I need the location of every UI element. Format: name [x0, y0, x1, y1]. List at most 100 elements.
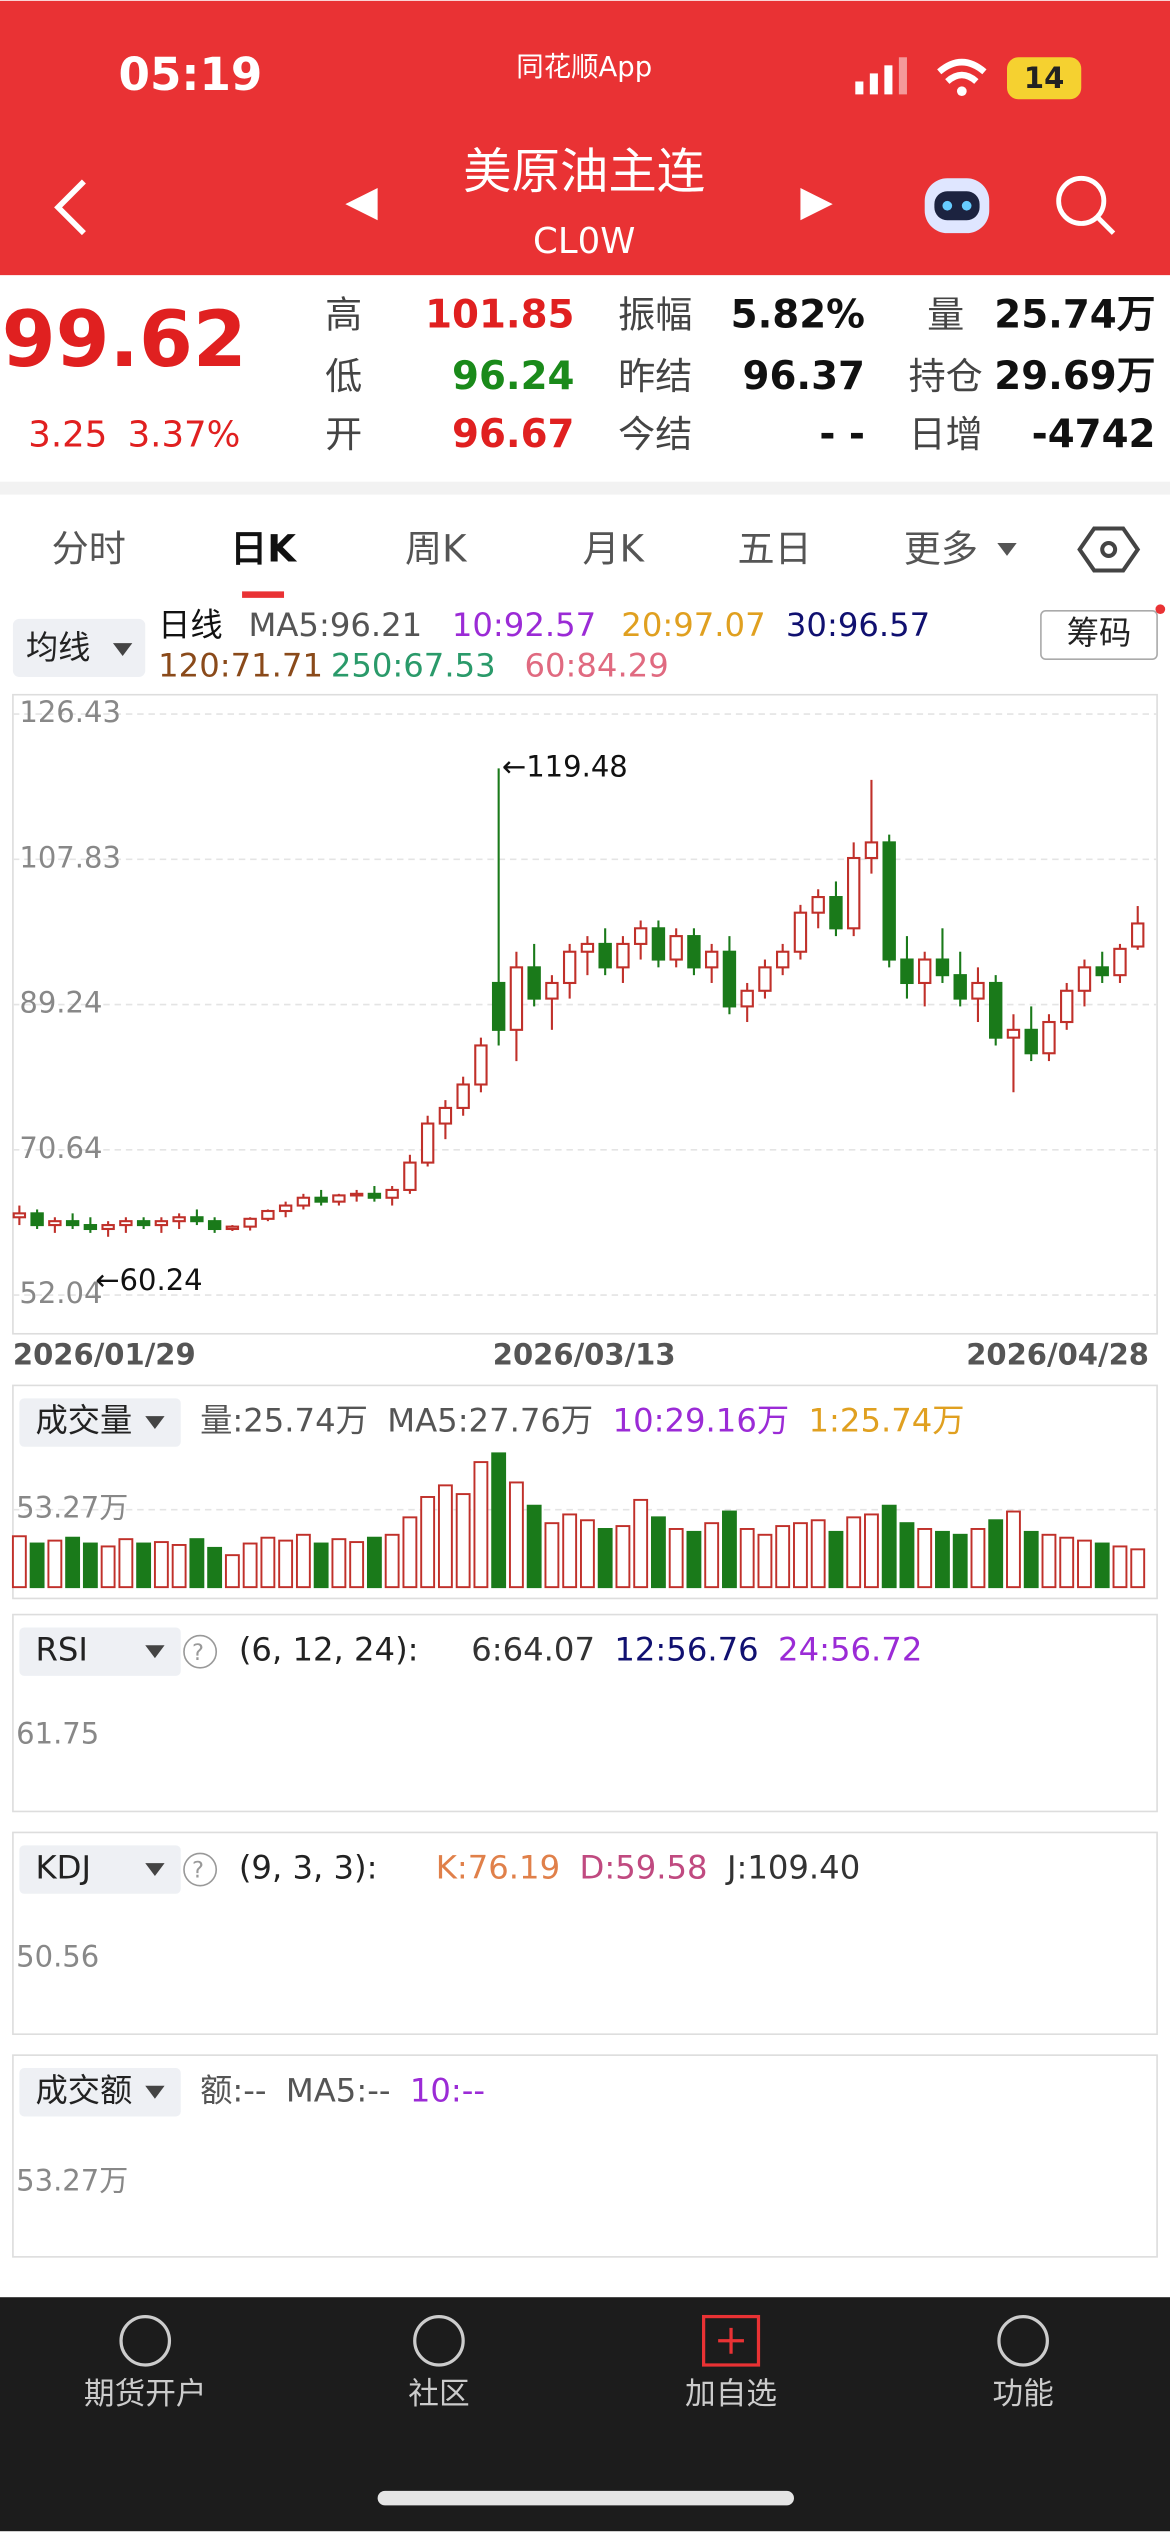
volume-bar — [704, 1522, 720, 1589]
more-caret — [997, 543, 1017, 556]
candle-body — [1131, 922, 1145, 948]
panel-legend: D:59.58 — [579, 1849, 707, 1887]
volume-bar — [615, 1525, 631, 1589]
panel-button[interactable]: KDJ — [36, 1849, 92, 1887]
tab[interactable]: 五日 — [738, 528, 812, 571]
panel-frame — [12, 2054, 1158, 2258]
candle-body — [30, 1212, 44, 1227]
wifi — [937, 58, 987, 84]
ma-button-bg[interactable] — [12, 618, 146, 677]
panel-button-bg[interactable] — [19, 1845, 181, 1894]
badge — [1155, 604, 1166, 615]
panel-frame — [12, 1613, 1158, 1813]
chip-button[interactable]: 筹码 — [1067, 614, 1132, 652]
field-value: 25.74万 — [994, 293, 1155, 338]
prev[interactable] — [345, 187, 378, 221]
back[interactable] — [54, 179, 86, 236]
candle-body — [172, 1216, 186, 1223]
settings[interactable] — [1077, 526, 1141, 573]
candle-body — [687, 935, 701, 969]
volume-bar — [242, 1542, 258, 1589]
candle-body — [12, 1212, 27, 1219]
field-label: 今结 — [618, 413, 692, 456]
tab[interactable]: 月K — [583, 528, 646, 571]
time: 05:19 — [119, 48, 263, 101]
candle-body — [438, 1106, 453, 1125]
nav-label[interactable]: 社区 — [408, 2377, 469, 2412]
volume-bar — [668, 1528, 684, 1589]
panel-button-bg[interactable] — [19, 1627, 181, 1676]
candle-body — [1060, 989, 1074, 1024]
min-label: ←60.24 — [95, 1263, 202, 1297]
help[interactable] — [183, 1634, 218, 1669]
panel-legend: 额:-- — [200, 2071, 266, 2109]
panel-frame — [12, 1384, 1158, 1600]
candle-body — [225, 1225, 240, 1231]
volume-bar — [793, 1522, 808, 1589]
tab[interactable]: 分时 — [52, 528, 126, 571]
candle-body — [562, 950, 577, 985]
candle-body — [261, 1209, 275, 1220]
candle-body — [491, 981, 506, 1031]
help[interactable] — [183, 1852, 218, 1887]
candle-body — [154, 1220, 169, 1227]
candle-body — [48, 1220, 62, 1227]
chip-button-bg[interactable] — [1040, 609, 1158, 661]
robot[interactable] — [924, 178, 990, 234]
panel-button[interactable]: 成交量 — [36, 1402, 133, 1440]
candle-body — [456, 1083, 470, 1109]
volume-bar — [349, 1541, 365, 1589]
tab[interactable]: 周K — [405, 528, 468, 571]
panel-button[interactable]: RSI — [36, 1631, 88, 1669]
panel-button[interactable]: 成交额 — [36, 2071, 133, 2109]
volume-bar — [686, 1530, 702, 1589]
panel-legend: 10:-- — [410, 2071, 485, 2109]
candle-body — [775, 950, 790, 969]
field-value: 96.67 — [452, 412, 574, 457]
volume-bar — [260, 1536, 276, 1589]
volume-bar — [29, 1542, 45, 1589]
field-value: 29.69万 — [994, 354, 1155, 399]
nav-label[interactable]: 加自选 — [685, 2377, 777, 2412]
volume-bar — [917, 1528, 933, 1589]
next[interactable] — [800, 187, 833, 221]
nav-label[interactable]: 期货开户 — [84, 2377, 207, 2412]
app-name: 同花顺App — [516, 52, 652, 83]
candle-body — [101, 1224, 115, 1231]
candle-body — [900, 958, 914, 985]
volume-bar — [366, 1536, 382, 1589]
search[interactable] — [1056, 175, 1116, 235]
volume-bar — [473, 1461, 489, 1589]
volume-bar — [224, 1554, 240, 1589]
volume-bar — [1112, 1545, 1128, 1589]
tab[interactable]: 更多 — [904, 528, 978, 571]
candle-body — [545, 981, 559, 1000]
candle-body — [580, 942, 595, 953]
ma-button[interactable]: 均线 — [26, 629, 91, 667]
panel-button-bg[interactable] — [19, 2068, 181, 2117]
volume-bar — [207, 1546, 223, 1589]
divider — [0, 481, 1170, 495]
volume-bar — [1041, 1533, 1057, 1589]
candle-body — [669, 935, 683, 961]
candle-body — [136, 1220, 151, 1227]
volume-bar — [100, 1545, 116, 1589]
tab[interactable]: 日K — [230, 528, 297, 571]
candle-body — [953, 974, 967, 1000]
candle-body — [332, 1194, 346, 1203]
volume-bar — [810, 1519, 826, 1589]
panel-button-bg[interactable] — [19, 1398, 181, 1447]
volume-bar — [544, 1522, 560, 1589]
ma-legend: 日线 — [158, 606, 223, 644]
candle-body — [509, 966, 524, 1031]
candle-body — [314, 1196, 328, 1203]
volume-bar — [384, 1533, 400, 1589]
volume-bar — [508, 1481, 524, 1589]
field-value: -4742 — [1032, 412, 1156, 457]
y-tick-label: 89.24 — [19, 986, 102, 1020]
candle-body — [420, 1122, 435, 1164]
nav-label[interactable]: 功能 — [992, 2377, 1053, 2412]
panel-params: (9, 3, 3): — [239, 1849, 378, 1887]
